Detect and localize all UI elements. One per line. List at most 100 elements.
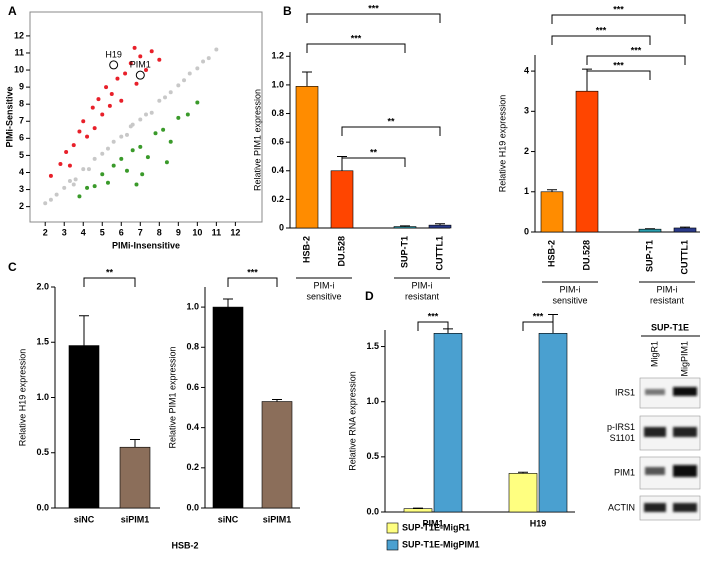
blot-image [639, 335, 701, 521]
y-tick-label: 10 [14, 64, 24, 74]
point [96, 97, 101, 102]
significance-bracket [306, 13, 441, 23]
row-label: S1101 [610, 433, 635, 443]
lane-label: MigPIM1 [679, 341, 689, 377]
point [111, 163, 116, 168]
point [43, 201, 48, 206]
point [138, 117, 143, 122]
highlight-ring [109, 60, 119, 70]
panel-label: C [8, 260, 17, 274]
point [164, 160, 169, 165]
significance-label: *** [351, 33, 362, 43]
point [149, 49, 154, 54]
point [119, 98, 124, 103]
point [144, 112, 148, 117]
y-tick-label: 0.0 [186, 502, 199, 512]
point [71, 182, 76, 187]
point [100, 151, 105, 156]
point [54, 192, 59, 197]
group-label: sensitive [306, 291, 341, 301]
legend-swatch [386, 522, 399, 534]
significance-label: *** [613, 60, 624, 70]
row-label: p-IRS1 [607, 422, 635, 432]
error-bar [680, 226, 690, 228]
y-tick-label: 1 [524, 186, 529, 196]
point [138, 144, 143, 149]
significance-label: *** [613, 4, 624, 14]
point [62, 185, 67, 190]
point [90, 105, 95, 110]
significance-bracket [586, 70, 651, 80]
y-tick-label: 1.0 [271, 79, 284, 89]
point [58, 161, 63, 166]
error-bar [223, 298, 233, 308]
significance-bracket [83, 277, 136, 287]
y-tick-label: 1.0 [366, 396, 379, 406]
y-tick-label: 8 [19, 99, 24, 109]
point [157, 57, 162, 62]
group-label: PIM-i [657, 284, 678, 294]
point [107, 103, 112, 108]
point [149, 110, 154, 115]
error-bar [79, 315, 89, 346]
y-tick-label: 0.0 [366, 506, 379, 516]
y-tick-label: 0.6 [186, 382, 199, 392]
x-tick-label: 9 [176, 227, 181, 237]
y-tick-label: 1.0 [186, 301, 199, 311]
y-tick-label: 5 [19, 150, 24, 160]
x-tick-label: SUP-T1 [644, 240, 654, 272]
x-tick-label: PIM1 [422, 518, 443, 528]
error-bar [400, 225, 410, 227]
x-tick-label: 5 [100, 227, 105, 237]
point [128, 124, 133, 129]
error-bar [302, 71, 312, 87]
bar [212, 306, 244, 509]
point [48, 197, 53, 202]
significance-bracket [227, 277, 278, 287]
x-tick-label: siNC [218, 514, 239, 524]
y-tick-label: 0.0 [36, 502, 49, 512]
bar [540, 191, 564, 233]
bar [295, 86, 319, 229]
point [67, 179, 72, 184]
x-tick-label: HSB-2 [546, 240, 556, 267]
significance-bracket [306, 43, 406, 53]
x-tick-label: siNC [74, 514, 95, 524]
point [168, 90, 173, 95]
point-label: H19 [105, 49, 122, 59]
group-label: resistant [405, 291, 440, 301]
y-axis-label: Relative RNA expression [347, 371, 357, 471]
legend-label: SUP-T1E-MigPIM1 [402, 539, 480, 549]
point [195, 100, 200, 105]
y-tick-label: 1.2 [271, 51, 284, 61]
bar [393, 226, 417, 229]
y-axis-label: Relative H19 expression [497, 95, 507, 193]
point [185, 112, 190, 117]
y-tick-label: 0.2 [271, 194, 284, 204]
point [67, 163, 72, 168]
y-tick-label: 9 [19, 81, 24, 91]
point [124, 132, 129, 137]
y-tick-label: 2 [19, 201, 24, 211]
x-tick-label: 3 [62, 227, 67, 237]
significance-label: *** [533, 311, 544, 321]
y-axis-label: Relative PIM1 expression [167, 346, 177, 448]
point [105, 146, 110, 151]
significance-bracket [417, 321, 449, 331]
bar [119, 446, 151, 509]
bar [261, 401, 293, 509]
point [214, 47, 219, 52]
x-tick-label: DU.528 [336, 236, 346, 267]
point [85, 185, 90, 190]
x-tick-label: siPIM1 [263, 514, 292, 524]
point [134, 182, 139, 187]
point [130, 148, 135, 153]
significance-label: *** [631, 45, 642, 55]
bar [575, 90, 599, 233]
point [104, 85, 109, 90]
point [77, 194, 82, 199]
y-axis-label: Relative H19 expression [17, 349, 27, 447]
x-axis-label: HSB-2 [171, 540, 198, 550]
point [86, 167, 91, 172]
point [123, 71, 128, 76]
